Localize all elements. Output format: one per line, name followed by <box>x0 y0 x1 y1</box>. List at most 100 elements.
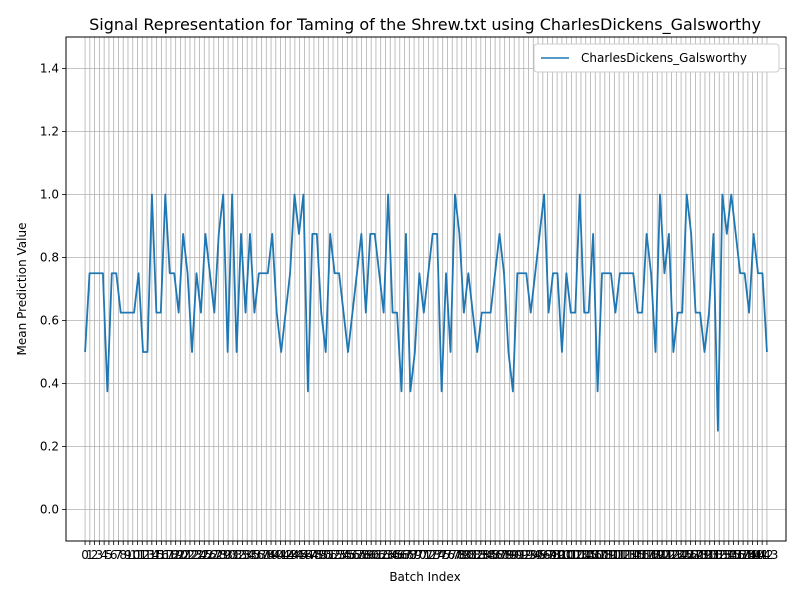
x-tick-label: 85 <box>483 548 498 562</box>
x-tick-label: 3 <box>96 548 104 562</box>
y-tick-label: 1.0 <box>40 188 59 202</box>
x-tick-label: 78 <box>449 548 464 562</box>
x-tick-label: 10 <box>125 548 140 562</box>
x-tick-label: 61 <box>368 548 383 562</box>
x-tick-label: 110 <box>598 548 621 562</box>
x-tick-label: 39 <box>263 548 278 562</box>
x-tick-label: 65 <box>387 548 402 562</box>
x-tick-label: 44 <box>287 548 302 562</box>
x-tick-label: 57 <box>349 548 364 562</box>
x-tick-label: 27 <box>206 548 221 562</box>
x-tick-label: 137 <box>727 548 750 562</box>
x-tick-label: 116 <box>627 548 650 562</box>
x-tick-label: 8 <box>119 548 127 562</box>
x-tick-label: 142 <box>751 548 774 562</box>
x-tick-label: 23 <box>187 548 202 562</box>
x-tick-label: 7 <box>115 548 123 562</box>
x-tick-label: 125 <box>670 548 693 562</box>
x-tick-label: 115 <box>622 548 645 562</box>
x-tick-label: 88 <box>497 548 512 562</box>
x-tick-label: 129 <box>689 548 712 562</box>
x-tick-label: 52 <box>325 548 340 562</box>
x-tick-label: 136 <box>722 548 745 562</box>
x-tick-label: 50 <box>316 548 331 562</box>
x-tick-label: 47 <box>302 548 317 562</box>
x-tick-label: 5 <box>105 548 113 562</box>
x-tick-label: 41 <box>273 548 288 562</box>
legend-label: CharlesDickens_Galsworthy <box>581 51 747 65</box>
y-axis-label: Mean Prediction Value <box>15 223 29 356</box>
x-tick-label: 135 <box>717 548 740 562</box>
x-tick-label: 43 <box>282 548 297 562</box>
x-tick-label: 31 <box>225 548 240 562</box>
x-tick-label: 100 <box>550 548 573 562</box>
x-tick-label: 18 <box>163 548 178 562</box>
x-tick-label: 35 <box>244 548 259 562</box>
x-tick-label: 128 <box>684 548 707 562</box>
x-tick-label: 131 <box>698 548 721 562</box>
x-tick-label: 20 <box>173 548 188 562</box>
x-tick-label: 33 <box>235 548 250 562</box>
x-tick-label: 97 <box>540 548 555 562</box>
x-tick-label: 95 <box>530 548 545 562</box>
x-tick-label: 84 <box>478 548 493 562</box>
x-tick-label: 126 <box>674 548 697 562</box>
x-tick-label: 58 <box>354 548 369 562</box>
y-tick-label: 0.6 <box>40 314 59 328</box>
x-tick-label: 28 <box>211 548 226 562</box>
x-tick-label: 101 <box>555 548 578 562</box>
x-tick-label: 82 <box>468 548 483 562</box>
x-axis-label: Batch Index <box>389 570 460 584</box>
x-tick-label: 16 <box>154 548 169 562</box>
x-tick-label: 70 <box>411 548 426 562</box>
grid <box>66 37 786 541</box>
x-tick-label: 17 <box>158 548 173 562</box>
x-tick-label: 21 <box>178 548 193 562</box>
x-tick-label: 83 <box>473 548 488 562</box>
x-tick-label: 26 <box>201 548 216 562</box>
x-tick-label: 38 <box>259 548 274 562</box>
x-tick-label: 4 <box>100 548 108 562</box>
x-tick-label: 133 <box>708 548 731 562</box>
x-tick-label: 130 <box>693 548 716 562</box>
y-tick-label: 0.8 <box>40 251 59 265</box>
x-tick-label: 92 <box>516 548 531 562</box>
x-tick-label: 12 <box>135 548 150 562</box>
x-tick-label: 103 <box>565 548 588 562</box>
x-tick-label: 140 <box>741 548 764 562</box>
x-tick-label: 60 <box>364 548 379 562</box>
x-tick-label: 141 <box>746 548 769 562</box>
chart-title: Signal Representation for Taming of the … <box>89 15 761 35</box>
x-tick-label: 74 <box>430 548 445 562</box>
x-tick-label: 48 <box>306 548 321 562</box>
x-tick-label: 117 <box>632 548 655 562</box>
x-tick-label: 11 <box>130 548 145 562</box>
x-tick-label: 15 <box>149 548 164 562</box>
x-tick-label: 2 <box>91 548 99 562</box>
x-tick-label: 72 <box>421 548 436 562</box>
y-tick-label: 1.4 <box>40 62 59 76</box>
x-tick-label: 71 <box>416 548 431 562</box>
x-tick-label: 134 <box>713 548 736 562</box>
x-tick-label: 87 <box>492 548 507 562</box>
x-tick-label: 49 <box>311 548 326 562</box>
x-tick-label: 9 <box>124 548 132 562</box>
x-tick-label: 63 <box>378 548 393 562</box>
x-tick-label: 24 <box>192 548 207 562</box>
x-tick-label: 64 <box>383 548 398 562</box>
x-tick-label: 122 <box>655 548 678 562</box>
x-tick-label: 62 <box>373 548 388 562</box>
x-tick-label: 75 <box>435 548 450 562</box>
x-tick-label: 29 <box>216 548 231 562</box>
x-tick-label: 93 <box>521 548 536 562</box>
x-tick-label: 80 <box>459 548 474 562</box>
y-axis: 0.0 0.2 0.4 0.6 0.8 1.0 1.2 1.4 <box>40 62 66 517</box>
x-tick-label: 14 <box>144 548 159 562</box>
x-tick-label: 96 <box>535 548 550 562</box>
x-tick-label: 112 <box>608 548 631 562</box>
x-tick-label: 118 <box>636 548 659 562</box>
legend-box <box>533 43 780 73</box>
x-tick-label: 32 <box>230 548 245 562</box>
x-tick-label: 59 <box>359 548 374 562</box>
